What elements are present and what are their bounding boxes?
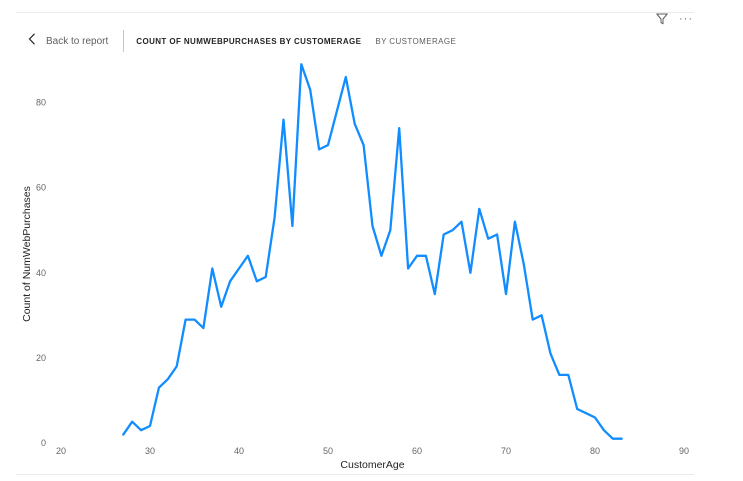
data-point[interactable]: [165, 376, 171, 382]
data-point[interactable]: [138, 427, 144, 433]
data-point[interactable]: [289, 223, 295, 229]
x-axis-title: CustomerAge: [340, 459, 404, 471]
data-point[interactable]: [227, 278, 233, 284]
data-point[interactable]: [485, 236, 491, 242]
data-point[interactable]: [539, 312, 545, 318]
filter-icon[interactable]: [655, 12, 669, 26]
data-point[interactable]: [601, 427, 607, 433]
data-point[interactable]: [343, 74, 349, 80]
x-tick-label: 30: [145, 446, 155, 456]
data-point[interactable]: [556, 372, 562, 378]
data-point[interactable]: [583, 410, 589, 416]
visual-toolbar: ···: [655, 12, 693, 26]
data-point[interactable]: [174, 363, 180, 369]
x-tick-label: 50: [323, 446, 333, 456]
data-point[interactable]: [361, 142, 367, 148]
data-point[interactable]: [405, 266, 411, 272]
more-options-glyph: ···: [679, 13, 693, 25]
data-point[interactable]: [254, 278, 260, 284]
y-axis-title: Count of NumWebPurchases: [21, 186, 33, 322]
header-divider: [123, 30, 125, 52]
data-point[interactable]: [236, 266, 242, 272]
data-point[interactable]: [565, 372, 571, 378]
x-tick-label: 20: [56, 446, 66, 456]
data-point[interactable]: [387, 227, 393, 233]
data-point[interactable]: [459, 219, 465, 225]
data-point[interactable]: [209, 266, 215, 272]
data-point[interactable]: [432, 291, 438, 297]
x-tick-label: 40: [234, 446, 244, 456]
data-point[interactable]: [200, 325, 206, 331]
y-tick-label: 20: [36, 353, 46, 363]
x-tick-label: 70: [501, 446, 511, 456]
back-to-report-label: Back to report: [46, 35, 109, 47]
data-point[interactable]: [316, 146, 322, 152]
data-point[interactable]: [467, 270, 473, 276]
data-point[interactable]: [370, 223, 376, 229]
data-point[interactable]: [396, 125, 402, 131]
series-line[interactable]: [122, 63, 623, 440]
data-point[interactable]: [610, 436, 616, 442]
data-point[interactable]: [414, 253, 420, 259]
data-point[interactable]: [423, 253, 429, 259]
data-point[interactable]: [129, 419, 135, 425]
data-point[interactable]: [147, 423, 153, 429]
top-divider: [16, 12, 694, 13]
data-point[interactable]: [494, 231, 500, 237]
data-point[interactable]: [272, 214, 278, 220]
y-axis-ticks: 0 20 40 60 80: [36, 98, 46, 448]
y-tick-label: 40: [36, 268, 46, 278]
data-point[interactable]: [378, 253, 384, 259]
data-point[interactable]: [548, 351, 554, 357]
more-options-icon[interactable]: ···: [679, 12, 693, 26]
x-tick-label: 60: [412, 446, 422, 456]
data-point[interactable]: [521, 261, 527, 267]
x-axis-ticks: 20 30 40 50 60 70 80 90: [56, 446, 689, 456]
data-point[interactable]: [450, 227, 456, 233]
drill-header: Back to report COUNT OF NUMWEBPURCHASES …: [28, 30, 456, 52]
data-point[interactable]: [619, 436, 625, 442]
bottom-divider: [16, 474, 694, 475]
data-point[interactable]: [530, 317, 536, 323]
data-point[interactable]: [325, 142, 331, 148]
data-point[interactable]: [592, 414, 598, 420]
data-point[interactable]: [352, 121, 358, 127]
data-point[interactable]: [441, 231, 447, 237]
y-tick-label: 0: [41, 438, 46, 448]
chevron-left-icon: [28, 32, 36, 50]
series-points: [120, 61, 624, 441]
x-tick-label: 80: [590, 446, 600, 456]
y-tick-label: 60: [36, 183, 46, 193]
data-point[interactable]: [476, 206, 482, 212]
data-point[interactable]: [574, 406, 580, 412]
data-point[interactable]: [512, 219, 518, 225]
data-point[interactable]: [307, 87, 313, 93]
x-tick-label: 90: [679, 446, 689, 456]
data-point[interactable]: [334, 108, 340, 114]
data-point[interactable]: [281, 117, 287, 123]
visual-subtitle: BY CUSTOMERAGE: [375, 36, 457, 46]
data-point[interactable]: [183, 317, 189, 323]
data-point[interactable]: [156, 385, 162, 391]
data-point[interactable]: [263, 274, 269, 280]
visual-title: COUNT OF NUMWEBPURCHASES BY CUSTOMERAGE: [136, 36, 362, 46]
data-point[interactable]: [218, 304, 224, 310]
y-tick-label: 80: [36, 98, 46, 108]
back-to-report-button[interactable]: Back to report: [28, 32, 108, 50]
data-point[interactable]: [245, 253, 251, 259]
data-point[interactable]: [298, 61, 304, 67]
data-point[interactable]: [503, 291, 509, 297]
data-point[interactable]: [120, 431, 126, 437]
data-point[interactable]: [192, 317, 198, 323]
